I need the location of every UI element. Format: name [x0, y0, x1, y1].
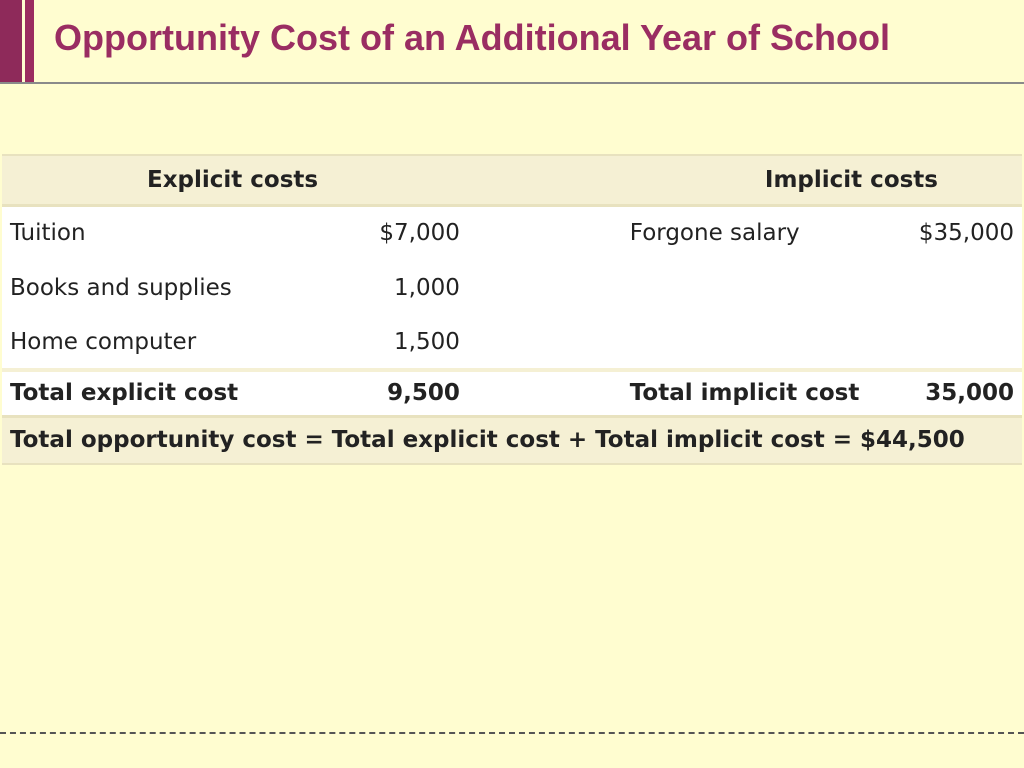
- table-row: Tuition $7,000 Forgone salary $35,000: [2, 205, 1022, 260]
- explicit-item-value: $7,000: [379, 220, 460, 247]
- implicit-item-value: $35,000: [918, 220, 1014, 247]
- explicit-item-value: 1,000: [394, 274, 460, 301]
- accent-bar-thin: [25, 0, 34, 82]
- explicit-item-label: Books and supplies: [10, 274, 232, 301]
- explicit-item-label: Tuition: [10, 220, 86, 247]
- row-spacer: [468, 205, 622, 260]
- total-opportunity-cost: Total opportunity cost = Total explicit …: [10, 427, 965, 454]
- total-explicit-value: 9,500: [387, 380, 460, 407]
- totals-row: Total explicit cost 9,500 Total implicit…: [2, 370, 1022, 416]
- opportunity-cost-row: Total opportunity cost = Total explicit …: [2, 416, 1022, 464]
- footer-dashed-line: [0, 732, 1024, 734]
- implicit-item-value: [878, 315, 1022, 370]
- explicit-item-value: 1,500: [394, 328, 460, 355]
- explicit-item-label: Home computer: [10, 328, 197, 355]
- table-row: Home computer 1,500: [2, 315, 1022, 370]
- table-row: Books and supplies 1,000: [2, 260, 1022, 315]
- cost-table: Explicit costs Implicit costs Tuition $7…: [2, 154, 1022, 465]
- table-header-row: Explicit costs Implicit costs: [2, 155, 1022, 205]
- slide-header: Opportunity Cost of an Additional Year o…: [0, 0, 1024, 82]
- row-spacer: [468, 260, 622, 315]
- implicit-item-label: [622, 315, 879, 370]
- implicit-item-label: [622, 260, 879, 315]
- implicit-item-value: [878, 260, 1022, 315]
- header-spacer: [468, 155, 622, 205]
- explicit-costs-header: Explicit costs: [147, 166, 319, 193]
- row-spacer: [468, 315, 622, 370]
- title-divider: [0, 82, 1024, 84]
- implicit-costs-header: Implicit costs: [764, 166, 938, 193]
- slide-title: Opportunity Cost of an Additional Year o…: [54, 17, 891, 58]
- accent-bar-gap: [22, 0, 25, 82]
- accent-bar: [0, 0, 22, 82]
- total-explicit-label: Total explicit cost: [10, 380, 239, 407]
- total-implicit-value: 35,000: [925, 380, 1014, 407]
- implicit-item-label: Forgone salary: [629, 220, 800, 247]
- total-implicit-label: Total implicit cost: [629, 380, 860, 407]
- row-spacer: [468, 370, 622, 416]
